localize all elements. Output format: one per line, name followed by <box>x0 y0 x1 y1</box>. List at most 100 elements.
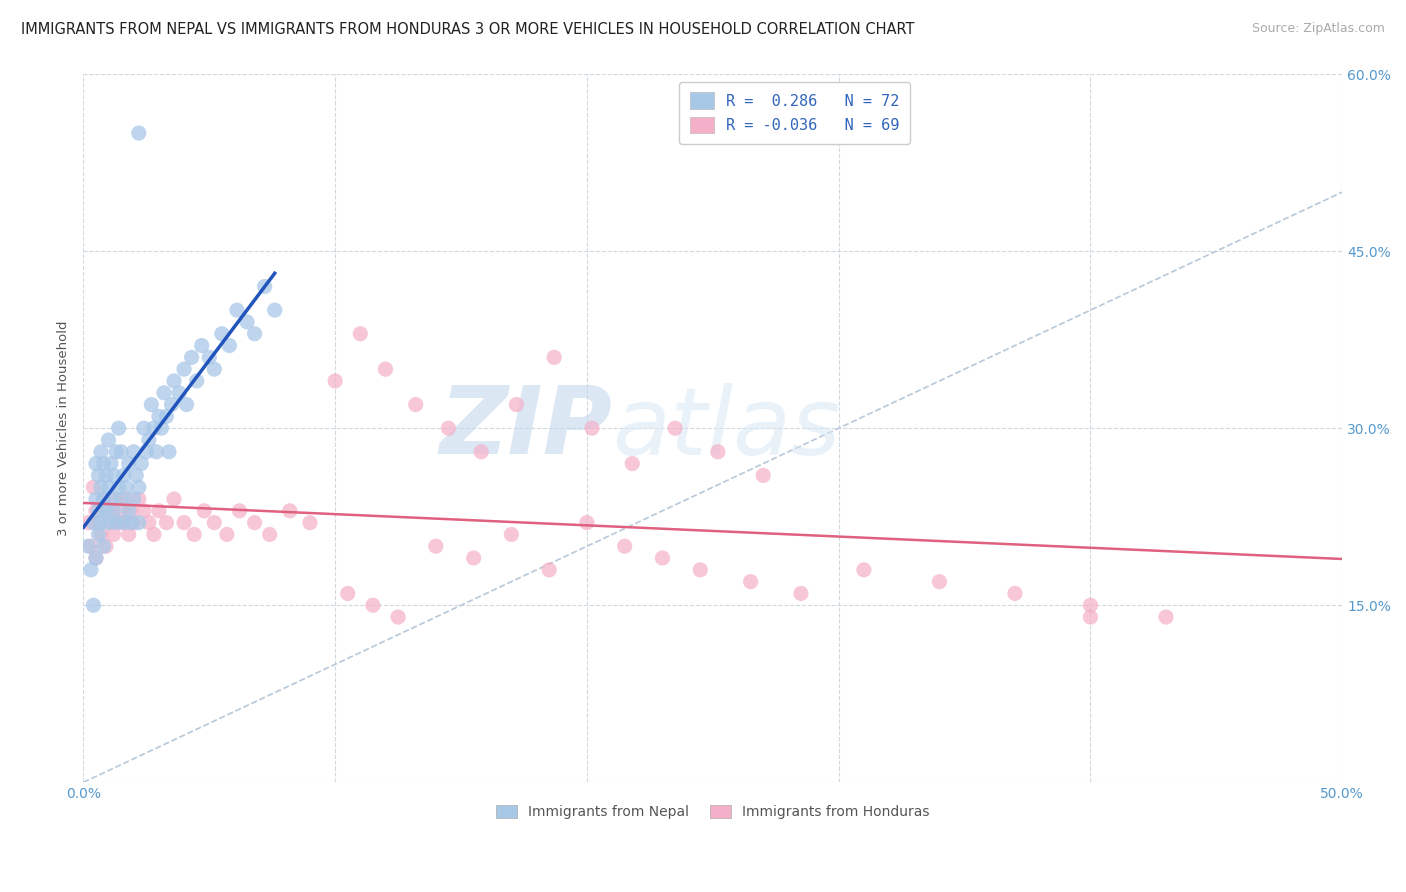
Point <box>501 527 523 541</box>
Point <box>94 504 117 518</box>
Point <box>125 468 148 483</box>
Point <box>105 491 128 506</box>
Point <box>463 551 485 566</box>
Point <box>253 279 276 293</box>
Point <box>135 444 157 458</box>
Point <box>183 527 205 541</box>
Point <box>173 362 195 376</box>
Point <box>180 351 202 365</box>
Point <box>110 444 132 458</box>
Point <box>82 480 104 494</box>
Point <box>160 398 183 412</box>
Point <box>110 491 132 506</box>
Point <box>1080 599 1102 613</box>
Point <box>142 527 165 541</box>
Text: ZIP: ZIP <box>439 382 612 475</box>
Point <box>128 126 150 140</box>
Point <box>122 516 145 530</box>
Point <box>349 326 371 341</box>
Point <box>581 421 603 435</box>
Point <box>323 374 346 388</box>
Point <box>278 504 301 518</box>
Point <box>132 421 155 435</box>
Point <box>155 409 177 424</box>
Point <box>198 351 221 365</box>
Point <box>93 539 115 553</box>
Point <box>80 563 103 577</box>
Point <box>263 303 285 318</box>
Point <box>97 480 120 494</box>
Legend: Immigrants from Nepal, Immigrants from Honduras: Immigrants from Nepal, Immigrants from H… <box>491 800 935 825</box>
Point <box>100 491 122 506</box>
Point <box>97 504 120 518</box>
Point <box>387 610 409 624</box>
Point <box>115 480 138 494</box>
Point <box>100 457 122 471</box>
Point <box>259 527 281 541</box>
Point <box>97 516 120 530</box>
Point <box>97 433 120 447</box>
Point <box>110 504 132 518</box>
Point <box>105 444 128 458</box>
Point <box>163 374 186 388</box>
Point <box>107 421 129 435</box>
Point <box>84 551 107 566</box>
Point <box>218 338 240 352</box>
Point <box>613 539 636 553</box>
Point <box>138 516 160 530</box>
Point <box>103 468 125 483</box>
Point <box>77 539 100 553</box>
Point <box>157 444 180 458</box>
Point <box>190 338 212 352</box>
Point <box>84 551 107 566</box>
Point <box>93 457 115 471</box>
Point <box>211 326 233 341</box>
Point <box>90 480 112 494</box>
Point <box>236 315 259 329</box>
Point <box>243 516 266 530</box>
Point <box>361 599 384 613</box>
Point <box>129 457 152 471</box>
Point <box>122 491 145 506</box>
Point <box>132 504 155 518</box>
Point <box>138 433 160 447</box>
Point <box>173 516 195 530</box>
Point <box>928 574 950 589</box>
Point <box>202 516 225 530</box>
Point <box>145 444 167 458</box>
Point <box>425 539 447 553</box>
Point <box>128 516 150 530</box>
Point <box>298 516 321 530</box>
Point <box>120 504 142 518</box>
Point <box>707 444 730 458</box>
Point <box>118 527 141 541</box>
Point <box>120 516 142 530</box>
Point <box>82 516 104 530</box>
Point <box>100 516 122 530</box>
Point <box>128 491 150 506</box>
Point <box>226 303 249 318</box>
Point <box>93 491 115 506</box>
Point <box>1004 586 1026 600</box>
Point <box>128 480 150 494</box>
Point <box>228 504 250 518</box>
Point <box>77 516 100 530</box>
Point <box>575 516 598 530</box>
Point <box>87 527 110 541</box>
Point <box>336 586 359 600</box>
Point <box>374 362 396 376</box>
Point <box>1154 610 1177 624</box>
Point <box>543 351 565 365</box>
Text: Source: ZipAtlas.com: Source: ZipAtlas.com <box>1251 22 1385 36</box>
Point <box>243 326 266 341</box>
Point <box>94 468 117 483</box>
Point <box>148 409 170 424</box>
Point <box>118 457 141 471</box>
Point <box>122 444 145 458</box>
Point <box>163 491 186 506</box>
Point <box>148 504 170 518</box>
Point <box>155 516 177 530</box>
Point <box>112 468 135 483</box>
Point <box>405 398 427 412</box>
Point <box>84 491 107 506</box>
